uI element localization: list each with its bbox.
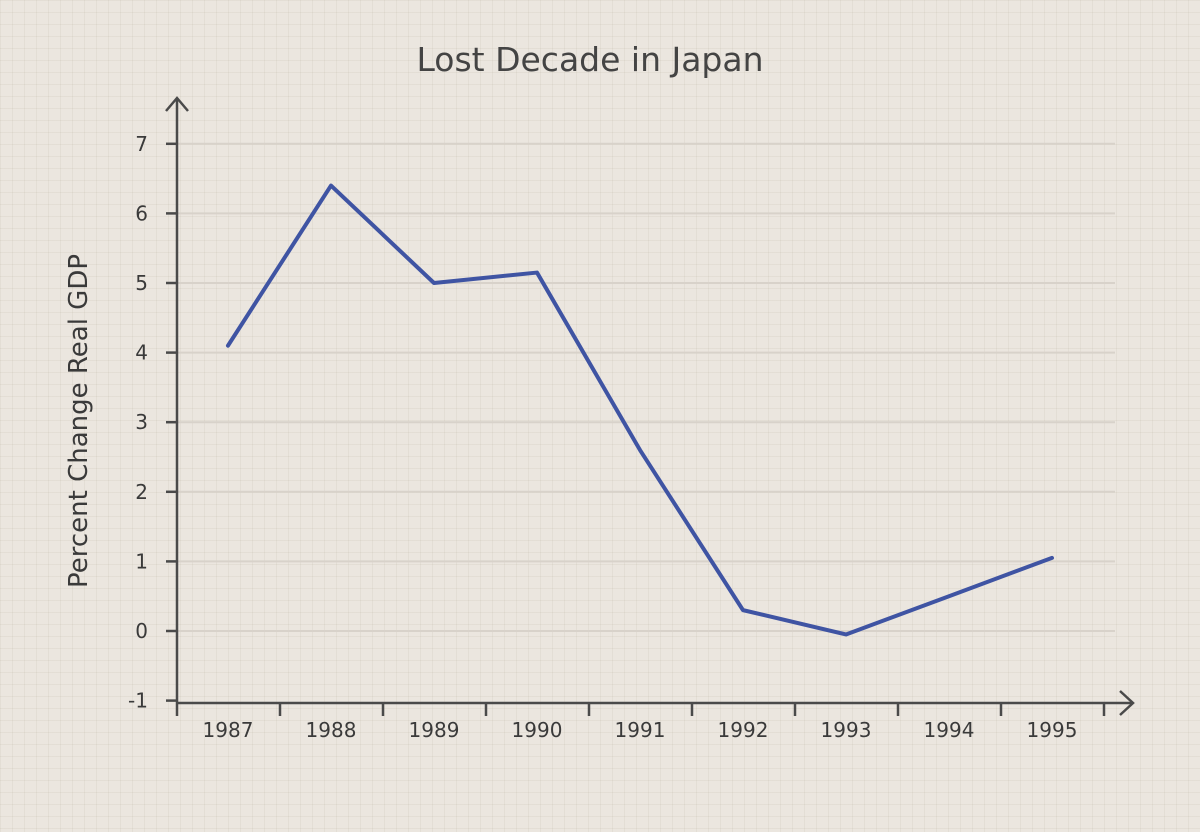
y-tick-label: -1 — [128, 689, 148, 713]
axes — [165, 96, 1135, 716]
y-tick-label: 1 — [135, 549, 148, 573]
x-tick-label: 1990 — [512, 718, 563, 742]
x-tick-label: 1994 — [924, 718, 975, 742]
x-tick-label: 1989 — [409, 718, 460, 742]
y-tick-label: 3 — [135, 410, 148, 434]
y-tick-label: 2 — [135, 480, 148, 504]
series-line — [226, 183, 1054, 637]
gridlines — [177, 142, 1115, 632]
y-tick-label: 5 — [135, 271, 148, 295]
x-tick-label: 1991 — [615, 718, 666, 742]
y-tick-label: 7 — [135, 132, 148, 156]
x-tick-label: 1993 — [821, 718, 872, 742]
y-tick-label: 0 — [135, 619, 148, 643]
chart-title: Lost Decade in Japan — [416, 40, 763, 79]
x-tick-label: 1987 — [203, 718, 254, 742]
y-axis-label: Percent Change Real GDP — [64, 254, 94, 588]
x-ticks: 1987 1988 1989 1990 1991 1992 1993 1994 1995 — [175, 703, 1106, 742]
x-tick-label: 1988 — [306, 718, 357, 742]
x-tick-label: 1992 — [718, 718, 769, 742]
y-tick-label: 4 — [135, 341, 148, 365]
y-ticks: -1 0 1 2 3 4 5 6 7 — [128, 132, 177, 713]
x-tick-label: 1995 — [1027, 718, 1078, 742]
y-tick-label: 6 — [135, 201, 148, 225]
x-axis-arrow — [1119, 690, 1135, 716]
y-axis-arrow — [165, 96, 189, 112]
